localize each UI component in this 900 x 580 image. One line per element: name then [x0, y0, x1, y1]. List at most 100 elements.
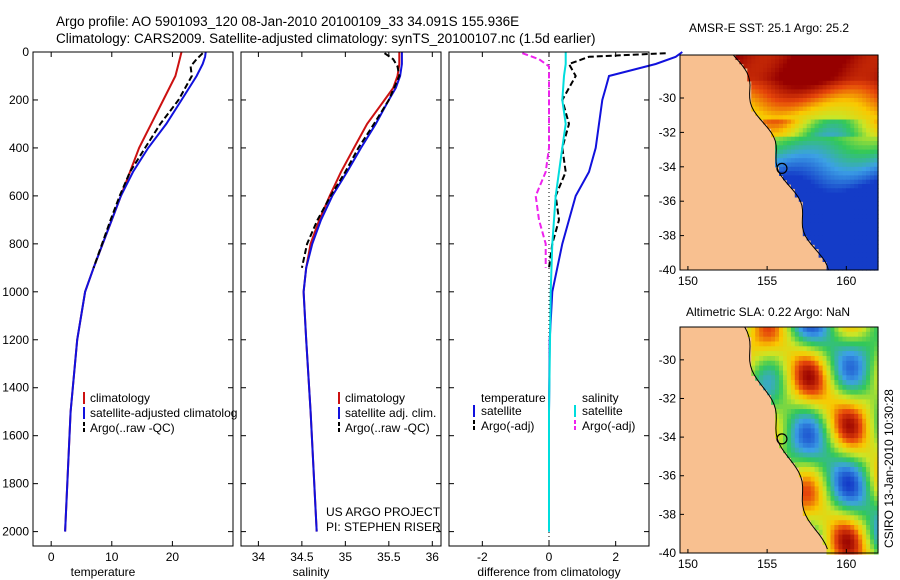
map-cell [806, 158, 812, 164]
map-cell [862, 166, 867, 172]
map-cell [858, 404, 863, 410]
map-cell [834, 89, 839, 95]
map-cell [862, 375, 867, 381]
map-cell [790, 331, 796, 338]
map-cell [779, 394, 784, 400]
map-cell [755, 55, 760, 60]
map-cell [786, 423, 792, 429]
map-cell [822, 423, 828, 429]
map-cell [771, 375, 776, 381]
sst-map-title: AMSR-E SST: 25.1 Argo: 25.2 [689, 21, 849, 35]
map-cell [802, 162, 808, 168]
map-cell [842, 184, 847, 189]
map-cell [775, 346, 780, 352]
map-cell [850, 85, 855, 90]
map-cell [870, 370, 875, 376]
map-cell [806, 356, 812, 362]
map-cell [814, 365, 820, 371]
map-cell [846, 149, 851, 155]
map-cell [810, 76, 816, 82]
map-cell [854, 534, 859, 540]
map-cell [818, 409, 824, 415]
map-cell [775, 93, 780, 99]
map-cell [826, 231, 832, 237]
map-cell [810, 89, 816, 95]
map-cell [763, 356, 768, 362]
map-cell [874, 106, 879, 112]
map-cell [790, 106, 796, 112]
map-cell [854, 175, 859, 181]
map-cell [862, 63, 867, 69]
map-cell [866, 227, 871, 232]
map-cell [806, 231, 812, 237]
map-cell [822, 380, 828, 386]
map-cell [779, 346, 784, 352]
map-cell [854, 110, 859, 116]
map-cell [866, 106, 871, 112]
map-cell [830, 214, 836, 219]
map-cell [866, 365, 871, 371]
map-cell [834, 529, 839, 536]
map-cell [830, 409, 836, 415]
map-cell [830, 491, 836, 497]
map-cell [854, 428, 859, 434]
map-cell [786, 80, 792, 86]
map-cell [763, 375, 768, 381]
map-cell [870, 375, 875, 381]
map-cell [858, 380, 863, 386]
map-cell [850, 239, 855, 245]
map-cell [822, 491, 828, 497]
legend-label-temp-argo: Argo(-adj) [481, 419, 534, 433]
map-cell [775, 153, 780, 159]
map-cell [862, 201, 867, 207]
map-cell [810, 209, 816, 215]
map-cell [866, 76, 871, 82]
map-cell [846, 76, 851, 82]
map-cell [794, 136, 800, 142]
map-cell [790, 119, 796, 125]
map-cell [763, 110, 768, 116]
map-cell [834, 500, 839, 507]
map-cell [794, 166, 800, 172]
y-tick-label: 600 [9, 189, 29, 203]
map-cell [822, 356, 828, 362]
map-cell [850, 418, 855, 425]
map-cell [862, 510, 867, 516]
map-cell [858, 145, 863, 151]
map-cell [862, 106, 867, 112]
map-cell [798, 63, 804, 69]
map-cell [834, 227, 839, 232]
map-cell [779, 341, 784, 347]
map-cell [806, 72, 812, 78]
legend-label-satellite: satellite adj. clim. [345, 406, 436, 420]
map-cell [822, 500, 828, 507]
map-cell [822, 375, 828, 381]
map-cell [830, 145, 836, 151]
map-cell [846, 457, 851, 463]
x-tick-label: 35.5 [377, 550, 401, 564]
map-cell [802, 380, 808, 386]
map-cell [838, 222, 843, 228]
map-cell [779, 63, 784, 69]
map-cell [850, 462, 855, 468]
map-cell [842, 404, 847, 410]
map-cell [810, 231, 816, 237]
map-cell [751, 327, 756, 333]
map-cell [814, 496, 820, 502]
map-cell [870, 510, 875, 516]
legend-header-temperature: temperature [481, 391, 546, 405]
map-cell [830, 351, 836, 357]
map-cell [830, 184, 836, 189]
map-cell [810, 496, 816, 502]
map-cell [779, 149, 784, 155]
map-cell [838, 452, 843, 458]
map-cell [862, 491, 867, 497]
map-cell [838, 227, 843, 232]
map-cell [842, 166, 847, 172]
y-tick-label: -36 [659, 194, 677, 208]
map-cell [870, 214, 875, 219]
map-cell [755, 360, 760, 367]
map-cell [814, 442, 820, 449]
map-cell [783, 360, 788, 367]
map-cell [838, 389, 843, 396]
